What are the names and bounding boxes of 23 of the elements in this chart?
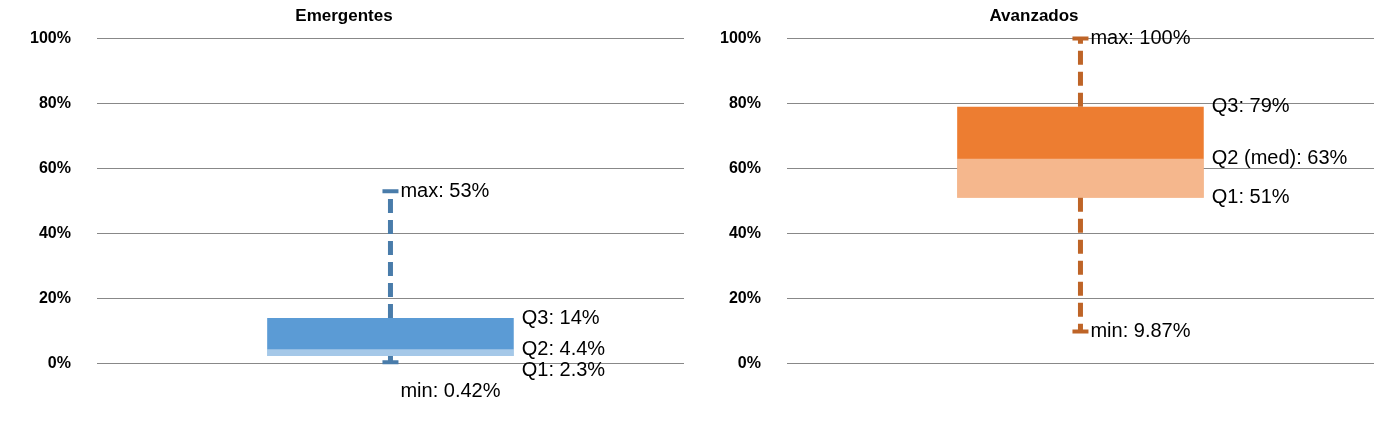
annotation: Q2: 4.4%: [521, 336, 606, 359]
y-tick-label: 60%: [38, 158, 71, 176]
chart-title: Avanzados: [989, 5, 1079, 25]
y-tick-label: 100%: [720, 28, 761, 46]
y-tick-label: 20%: [38, 288, 71, 306]
y-tick-label: 40%: [38, 223, 71, 241]
annotation: Q1: 51%: [1211, 185, 1290, 208]
y-tick-label: 80%: [728, 93, 761, 111]
y-tick-label: 60%: [728, 158, 761, 176]
chart-title: Emergentes: [295, 5, 393, 25]
text: min: 0.42%: [400, 378, 501, 401]
annotation: Q3: 14%: [521, 305, 600, 328]
annotation: Q2 (med): 63%: [1211, 146, 1348, 169]
y-tick-label: 40%: [728, 223, 761, 241]
y-tick-label: 0%: [737, 354, 761, 372]
y-tick-label: 0%: [47, 354, 71, 372]
annotation: min: 9.87%: [1090, 319, 1191, 342]
annotation: max: 53%: [400, 178, 490, 201]
annotation: Q3: 79%: [1211, 94, 1290, 117]
y-tick-label: 20%: [728, 288, 761, 306]
annotation: max: 100%: [1090, 25, 1191, 48]
y-tick-label: 100%: [30, 28, 71, 46]
y-tick-label: 80%: [38, 93, 71, 111]
